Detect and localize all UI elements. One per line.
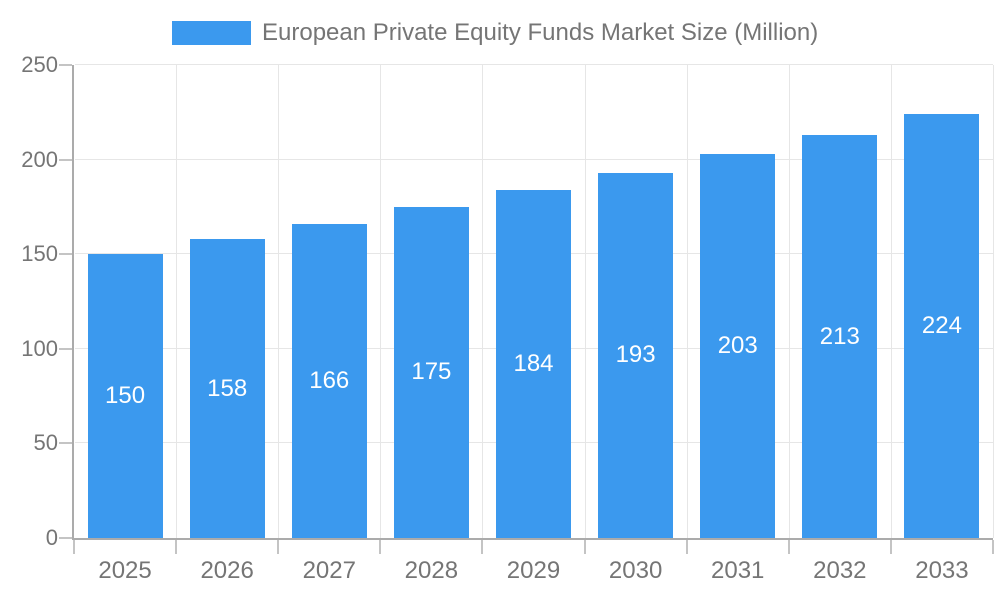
x-axis-label-2028: 2028 — [404, 557, 459, 584]
y-axis-label-100: 100 — [21, 335, 58, 361]
x-tick-3 — [379, 540, 382, 554]
v-gridline-8 — [890, 65, 892, 538]
y-axis-line — [72, 65, 74, 540]
v-gridline-6 — [686, 65, 688, 538]
v-gridline-4 — [482, 65, 484, 538]
y-axis-label-150: 150 — [21, 241, 58, 267]
y-tick-50 — [59, 442, 72, 445]
x-axis-label-2031: 2031 — [711, 557, 765, 584]
x-tick-5 — [583, 540, 586, 554]
x-axis-label-2029: 2029 — [506, 557, 561, 584]
x-axis-label-2030: 2030 — [608, 557, 663, 584]
v-gridline-3 — [380, 65, 382, 538]
bar-2030[interactable] — [598, 172, 674, 538]
y-tick-0 — [59, 537, 72, 539]
bar-2029[interactable] — [496, 189, 571, 538]
v-gridline-7 — [788, 65, 790, 538]
x-axis-label-2025: 2025 — [98, 557, 152, 584]
x-axis-label-2033: 2033 — [915, 557, 969, 584]
y-axis-label-200: 200 — [21, 146, 58, 172]
bar-2033[interactable] — [904, 114, 980, 538]
bar-2028[interactable] — [393, 206, 469, 538]
bar-2027[interactable] — [291, 223, 367, 538]
x-tick-9 — [992, 540, 994, 554]
y-tick-250 — [59, 64, 72, 66]
v-gridline-9 — [993, 65, 994, 538]
x-tick-7 — [787, 540, 790, 554]
x-axis-label-2027: 2027 — [302, 557, 356, 584]
x-axis-line — [72, 538, 993, 540]
x-tick-6 — [685, 540, 688, 554]
y-tick-150 — [59, 253, 72, 256]
h-gridline-200 — [75, 158, 993, 160]
v-gridline-2 — [278, 65, 280, 538]
y-tick-200 — [59, 158, 72, 161]
y-tick-100 — [59, 347, 72, 350]
bar-2025[interactable] — [87, 254, 163, 538]
bar-2031[interactable] — [700, 153, 776, 538]
h-gridline-250 — [75, 64, 993, 65]
x-axis-label-2032: 2032 — [813, 557, 867, 584]
x-tick-4 — [481, 540, 484, 554]
y-axis-label-50: 50 — [33, 430, 58, 456]
x-tick-8 — [889, 540, 892, 554]
x-tick-1 — [175, 540, 178, 554]
bar-2032[interactable] — [802, 135, 878, 538]
legend-swatch-icon — [172, 21, 251, 45]
legend-label: European Private Equity Funds Market Siz… — [262, 19, 819, 46]
x-tick-2 — [277, 540, 280, 554]
bar-2026[interactable] — [189, 239, 265, 538]
x-axis-label-2026: 2026 — [200, 557, 254, 584]
v-gridline-5 — [584, 65, 586, 538]
chart-legend[interactable]: European Private Equity Funds Market Siz… — [172, 20, 818, 46]
v-gridline-1 — [176, 65, 178, 538]
x-tick-0 — [73, 540, 75, 554]
y-axis-label-0: 0 — [45, 525, 58, 550]
y-axis-label-250: 250 — [21, 52, 58, 77]
